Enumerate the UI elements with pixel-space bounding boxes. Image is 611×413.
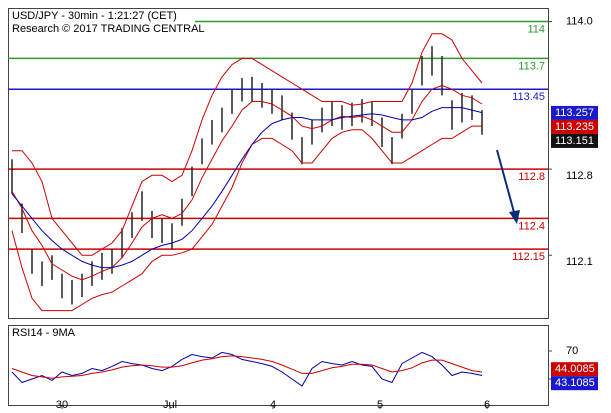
level-label: 113.45 <box>512 91 545 103</box>
indicator-line <box>11 125 482 312</box>
y-tick-label: 70 <box>566 345 578 357</box>
indicator-line <box>12 33 483 256</box>
price-tag-label: 44.0085 <box>555 363 595 375</box>
y-tick-label: 112.1 <box>566 256 593 268</box>
x-tick-label: 6 <box>484 399 490 411</box>
arrow-head <box>509 210 520 224</box>
indicator-line <box>11 84 483 281</box>
x-tick-label: 30 <box>56 399 68 411</box>
price-tag-label: 113.235 <box>555 121 594 133</box>
level-label: 113.7 <box>518 60 545 72</box>
price-tag-label: 113.257 <box>555 107 594 119</box>
x-tick-label: Jul <box>163 399 177 411</box>
x-tick-label: 4 <box>270 399 276 411</box>
y-tick-label: 114.0 <box>566 15 593 27</box>
forecast-arrow <box>496 149 516 217</box>
price-tag <box>551 133 598 148</box>
indicator-line <box>11 351 483 387</box>
level-label: 112.8 <box>518 171 545 183</box>
rsi-title: RSI14 - 9MA <box>12 327 76 339</box>
y-tick-label: 112.8 <box>566 170 593 182</box>
level-label: 114 <box>527 23 545 35</box>
price-tag <box>551 119 598 134</box>
price-tag-label: 113.151 <box>555 135 594 147</box>
level-label: 112.15 <box>512 251 545 263</box>
indicator-line <box>11 355 483 379</box>
x-tick-label: 5 <box>377 399 383 411</box>
price-tag <box>551 105 598 120</box>
price-tag-label: 43.1085 <box>555 377 595 389</box>
price-tag <box>551 376 598 391</box>
chart-title: USD/JPY - 30min - 1:21:27 (CET) <box>12 10 177 22</box>
price-tag <box>551 362 598 377</box>
chart-subtitle: Research © 2017 TRADING CENTRAL <box>12 23 205 35</box>
indicator-line <box>11 107 483 269</box>
price-frame <box>8 8 549 319</box>
level-label: 112.4 <box>518 220 545 232</box>
rsi-frame <box>8 325 549 406</box>
